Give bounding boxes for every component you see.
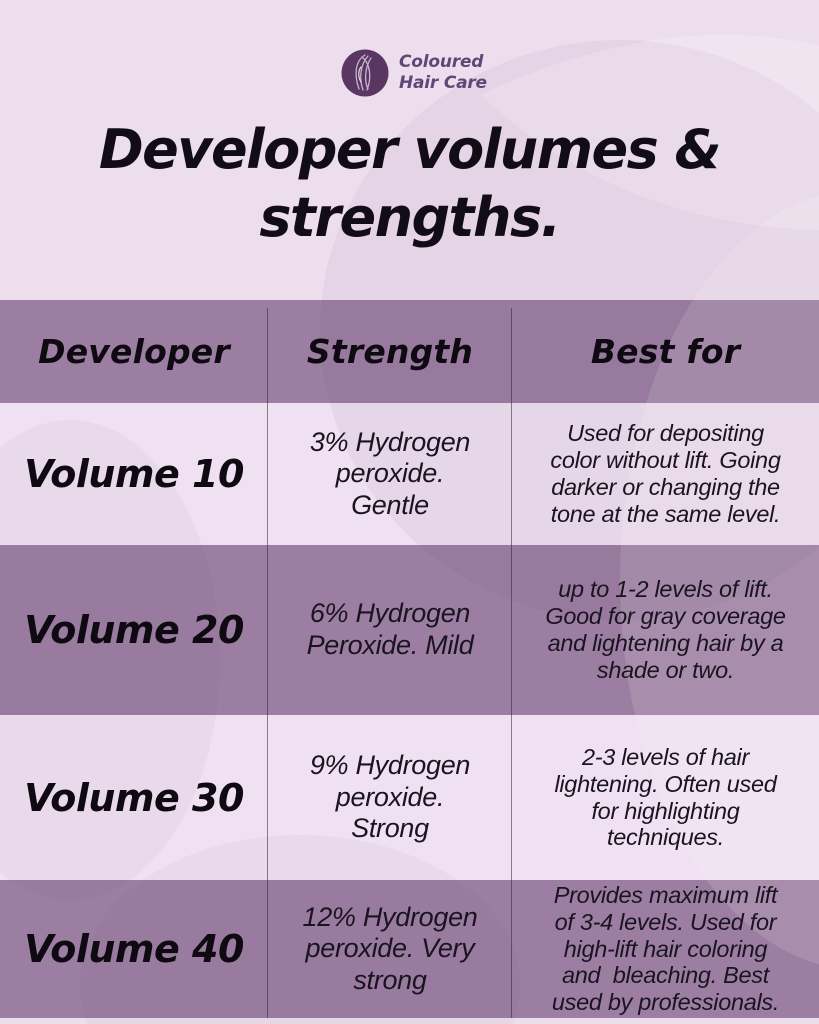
page-title: Developer volumes & strengths.: [98, 118, 722, 250]
developer-cell: Volume 40: [24, 927, 244, 971]
table-row-volume-30: Volume 30 9% Hydrogen peroxide. Strong 2…: [0, 715, 819, 880]
developer-table: Developer Strength Best for Volume 10 3%…: [0, 300, 819, 1018]
brand-logo: Coloured Hair Care: [341, 49, 487, 97]
brand-name: Coloured Hair Care: [399, 52, 487, 93]
column-header-best-for: Best for: [590, 332, 741, 371]
strength-cell: 12% Hydrogen peroxide. Very strong: [302, 901, 478, 995]
brand-name-line1: Coloured: [399, 52, 484, 73]
strength-cell: 9% Hydrogen peroxide. Strong: [309, 750, 471, 844]
table-row-volume-10: Volume 10 3% Hydrogen peroxide. Gentle U…: [0, 403, 819, 545]
brand-name-line2: Hair Care: [399, 73, 487, 93]
best-for-cell: up to 1-2 levels of lift. Good for gray …: [545, 576, 786, 683]
strength-cell: 3% Hydrogen peroxide. Gentle: [309, 426, 471, 520]
column-divider: [511, 308, 512, 1018]
developer-cell: Volume 30: [24, 775, 244, 820]
hair-logo-icon: [341, 49, 389, 97]
strength-cell: 6% Hydrogen Peroxide. Mild: [306, 598, 474, 660]
developer-cell: Volume 20: [24, 608, 244, 652]
table-row-volume-40: Volume 40 12% Hydrogen peroxide. Very st…: [0, 880, 819, 1018]
table-header-row: Developer Strength Best for: [0, 300, 819, 403]
column-header-developer: Developer: [38, 332, 230, 371]
table-row-volume-20: Volume 20 6% Hydrogen Peroxide. Mild up …: [0, 545, 819, 715]
column-header-strength: Strength: [306, 332, 474, 371]
developer-cell: Volume 10: [24, 452, 244, 496]
best-for-cell: 2-3 levels of hair lightening. Often use…: [554, 743, 777, 851]
best-for-cell: Provides maximum lift of 3-4 levels. Use…: [551, 882, 780, 1016]
column-divider: [267, 308, 268, 1018]
best-for-cell: Used for depositing color without lift. …: [550, 420, 781, 527]
